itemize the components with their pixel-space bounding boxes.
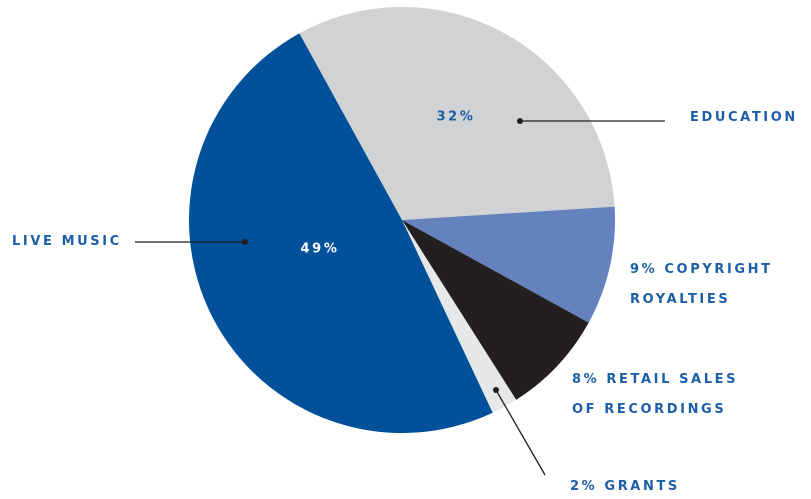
value-label: 49% bbox=[301, 242, 340, 257]
leader-dot bbox=[242, 239, 248, 245]
pie-slice bbox=[402, 220, 517, 413]
value-label: 9% bbox=[630, 262, 658, 277]
category-label: RETAIL SALES OF RECORDINGS bbox=[572, 372, 739, 417]
category-label: GRANTS bbox=[604, 479, 680, 494]
slice-label: EDUCATION bbox=[690, 103, 811, 133]
slice-label: 2% GRANTS bbox=[570, 472, 770, 499]
leader-line bbox=[495, 389, 546, 476]
value-label: 8% bbox=[572, 372, 600, 387]
leader-dot bbox=[493, 387, 499, 393]
slice-label: LIVE MUSIC bbox=[12, 227, 142, 257]
value-label: 2% bbox=[570, 479, 598, 494]
category-label: EDUCATION bbox=[690, 110, 798, 125]
leader-dot bbox=[517, 118, 523, 124]
pie-slice bbox=[299, 6, 615, 220]
pie-slice bbox=[402, 220, 589, 400]
slice-label: 8% RETAIL SALES OF RECORDINGS bbox=[572, 365, 762, 425]
value-label: 32% bbox=[437, 110, 476, 125]
pie-slice bbox=[402, 206, 616, 323]
category-label: LIVE MUSIC bbox=[12, 234, 122, 249]
slice-label: 9% COPYRIGHT ROYALTIES bbox=[630, 255, 800, 315]
category-label: COPYRIGHT ROYALTIES bbox=[630, 262, 773, 307]
pie-slice bbox=[189, 33, 493, 433]
